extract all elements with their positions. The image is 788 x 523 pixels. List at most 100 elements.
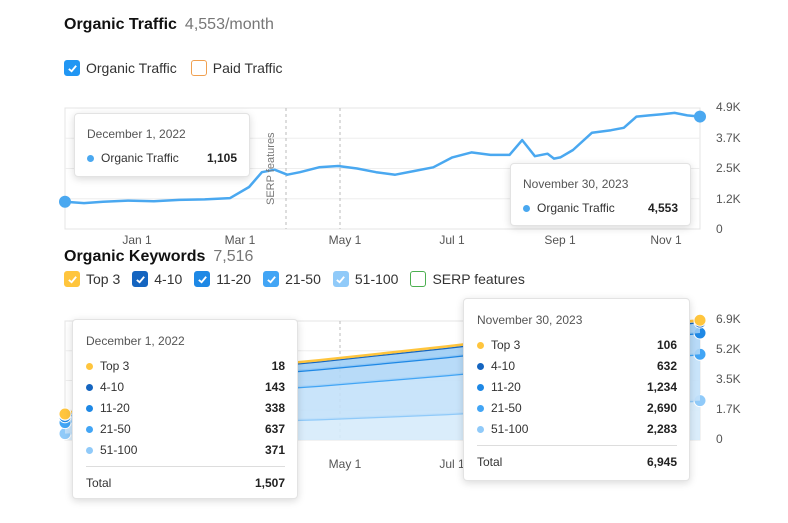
tooltip-value: 106: [656, 338, 677, 352]
traffic-tooltip-end: November 30, 2023 Organic Traffic 4,553: [510, 163, 691, 226]
y-tick: 5.2K: [716, 342, 741, 356]
traffic-title-row: Organic Traffic 4,553/month: [64, 16, 274, 34]
tooltip-total-label: Total: [86, 476, 112, 490]
legend-4-10[interactable]: 4-10: [132, 271, 182, 287]
series-dot-icon: [86, 425, 93, 433]
tooltip-label: Organic Traffic: [537, 201, 615, 215]
tooltip-label: 4-10: [491, 359, 516, 373]
tooltip-row: Top 3 106: [477, 338, 677, 352]
series-dot-icon: [477, 341, 484, 349]
x-tick: Jul 1: [439, 233, 465, 247]
checkbox-checked-icon[interactable]: [263, 271, 280, 287]
legend-label: 4-10: [154, 271, 183, 287]
keywords-title: Organic Keywords: [64, 248, 206, 265]
tooltip-value: 143: [264, 380, 285, 394]
y-tick: 0: [716, 222, 723, 236]
tooltip-row: 4-10 143: [86, 380, 285, 394]
traffic-legend: Organic Traffic Paid Traffic: [64, 60, 283, 76]
checkbox-checked-icon[interactable]: [332, 271, 349, 287]
tooltip-row: 4-10 632: [477, 359, 677, 373]
organic-traffic-line: [64, 111, 701, 205]
x-tick: May 1: [328, 457, 362, 471]
tooltip-total-value: 1,507: [254, 476, 285, 490]
legend-paid-traffic[interactable]: Paid Traffic: [190, 60, 283, 76]
traffic-subtitle: 4,553/month: [184, 16, 274, 33]
series-dot-icon: [86, 383, 93, 391]
checkbox-checked-icon[interactable]: [64, 60, 80, 76]
tooltip-label: 11-20: [491, 380, 521, 394]
tooltip-label: 4-10: [100, 380, 125, 394]
legend-label: Paid Traffic: [212, 60, 283, 76]
tooltip-row: 21-50 2,690: [477, 401, 677, 415]
data-point-end: [693, 313, 707, 327]
legend-top-3[interactable]: Top 3: [64, 271, 120, 287]
data-point-start: [58, 407, 72, 421]
y-tick: 2.5K: [716, 161, 741, 175]
legend-label: Top 3: [86, 271, 121, 287]
series-dot-icon: [477, 362, 484, 370]
tooltip-value: 371: [264, 443, 285, 457]
legend-label: 21-50: [285, 271, 321, 287]
tooltip-row: 21-50 637: [86, 422, 285, 436]
traffic-title: Organic Traffic: [64, 16, 177, 33]
data-point-start: [59, 195, 71, 208]
x-tick: Jan 1: [122, 233, 152, 247]
series-dot-icon: [86, 362, 93, 370]
checkbox-checked-icon[interactable]: [64, 271, 80, 287]
tooltip-value: 338: [264, 401, 285, 415]
checkbox-checked-icon[interactable]: [194, 271, 211, 287]
tooltip-row: 11-20 1,234: [477, 380, 677, 394]
y-tick: 3.5K: [716, 372, 741, 386]
legend-51-100[interactable]: 51-100: [332, 271, 399, 287]
legend-organic-traffic[interactable]: Organic Traffic: [64, 60, 177, 76]
checkbox-unchecked-icon[interactable]: [410, 271, 427, 287]
tooltip-row: 11-20 338: [86, 401, 285, 415]
tooltip-value: 18: [271, 359, 285, 373]
series-dot-icon: [87, 154, 94, 162]
tooltip-date: November 30, 2023: [523, 177, 629, 191]
keywords-subtitle: 7,516: [213, 248, 254, 265]
y-tick: 1.7K: [716, 402, 741, 416]
checkbox-checked-icon[interactable]: [132, 271, 149, 287]
checkbox-unchecked-icon[interactable]: [190, 60, 207, 76]
tooltip-value: 4,553: [647, 201, 678, 215]
tooltip-row: Top 3 18: [86, 359, 285, 373]
y-tick: 3.7K: [716, 131, 741, 145]
legend-label: 11-20: [216, 271, 252, 287]
tooltip-date: December 1, 2022: [86, 334, 185, 348]
y-tick: 4.9K: [716, 100, 741, 114]
x-tick: May 1: [328, 233, 362, 247]
series-dot-icon: [523, 204, 530, 212]
legend-label: Organic Traffic: [86, 60, 177, 76]
keywords-title-row: Organic Keywords 7,516: [64, 248, 253, 266]
series-dot-icon: [477, 404, 484, 412]
traffic-tooltip-start: December 1, 2022 Organic Traffic 1,105: [74, 113, 250, 177]
keywords-tooltip-end: November 30, 2023 Top 3 106 4-10 632 11-20…: [463, 298, 690, 481]
tooltip-date: November 30, 2023: [477, 313, 583, 327]
tooltip-total-value: 6,945: [646, 455, 677, 469]
tooltip-divider: [86, 466, 285, 467]
tooltip-total-row: Total 1,507: [86, 476, 285, 490]
tooltip-value: 1,105: [206, 151, 237, 165]
y-tick: 1.2K: [716, 192, 741, 206]
y-tick: 0: [716, 432, 723, 446]
x-tick: Sep 1: [544, 233, 576, 247]
tooltip-value: 1,234: [646, 380, 677, 394]
x-tick: Jul 1: [439, 457, 465, 471]
tooltip-label: Organic Traffic: [101, 151, 179, 165]
tooltip-row: Organic Traffic 1,105: [87, 151, 237, 165]
tooltip-label: 21-50: [100, 422, 131, 436]
tooltip-row: Organic Traffic 4,553: [523, 201, 678, 215]
series-dot-icon: [86, 404, 93, 412]
tooltip-row: 51-100 2,283: [477, 422, 677, 436]
legend-label: 51-100: [354, 271, 399, 287]
keywords-legend: Top 3 4-10 11-20 21-50 51-100 SERP featu…: [64, 271, 525, 287]
tooltip-label: 51-100: [100, 443, 138, 457]
data-point-end: [694, 110, 706, 123]
tooltip-label: 11-20: [100, 401, 130, 415]
legend-11-20[interactable]: 11-20: [194, 271, 251, 287]
legend-21-50[interactable]: 21-50: [263, 271, 321, 287]
legend-serp-features[interactable]: SERP features: [410, 271, 525, 287]
series-dot-icon: [86, 446, 93, 454]
tooltip-label: Top 3: [491, 338, 521, 352]
